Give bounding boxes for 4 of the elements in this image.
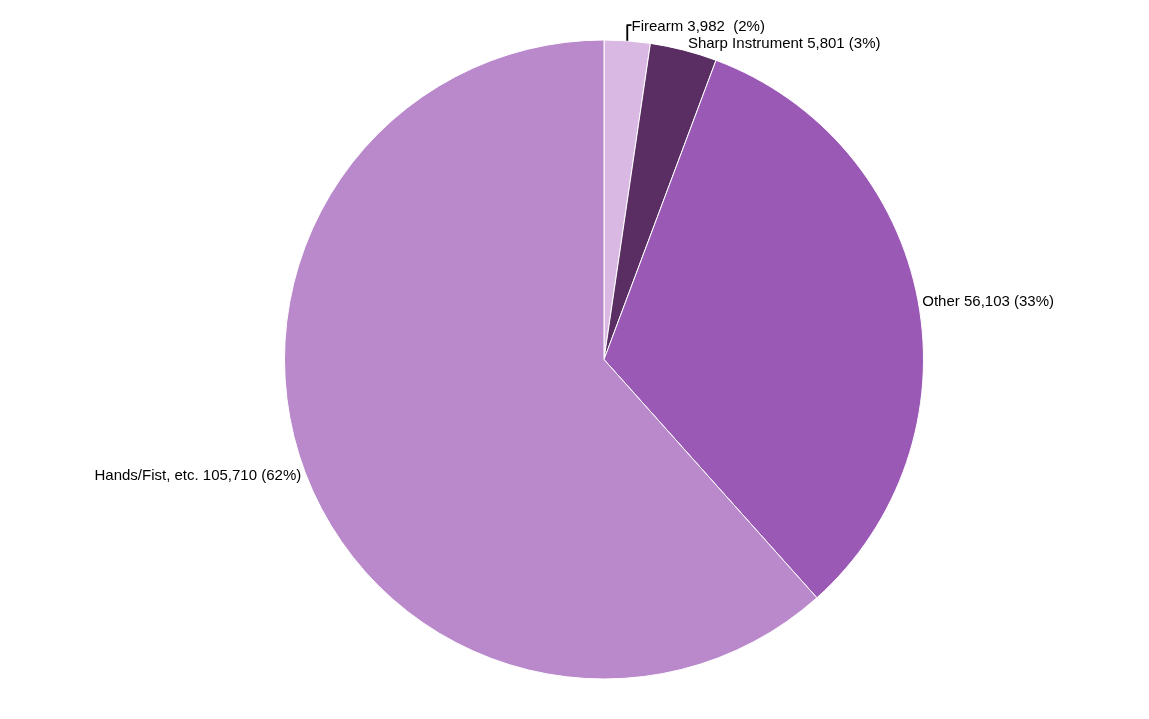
slice-label: Sharp Instrument 5,801 (3%) [687,33,881,51]
slice-label: Firearm 3,982 (2%) [631,16,765,34]
slice-label: Hands/Fist, etc. 105,710 (62%) [94,465,302,483]
slice-label: Other 56,103 (33%) [922,291,1055,309]
